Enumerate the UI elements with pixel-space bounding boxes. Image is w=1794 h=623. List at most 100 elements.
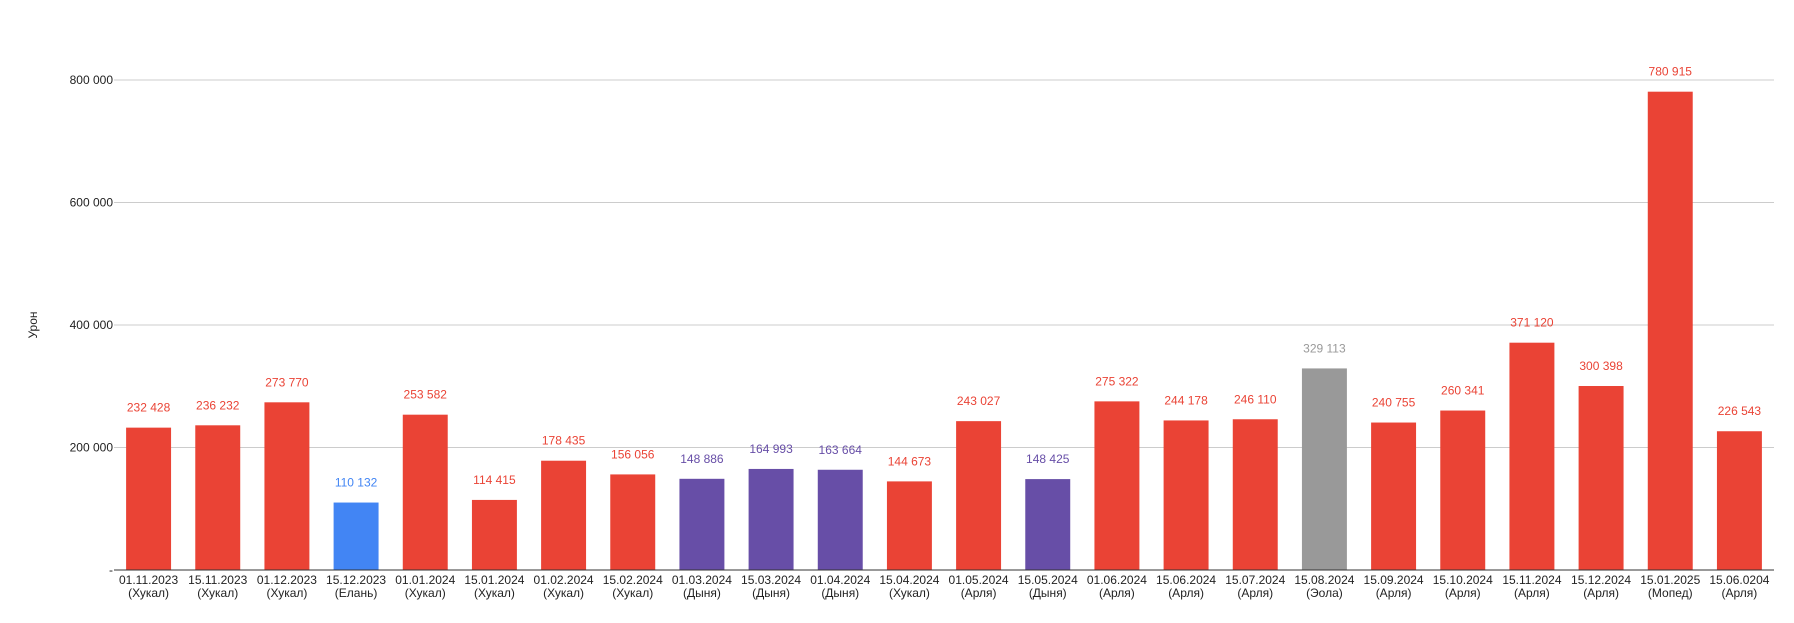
bar [817,469,863,570]
x-tick-name: (Арля) [1168,586,1204,600]
x-tick-date: 15.06.0204 [1709,573,1769,587]
bar [126,427,172,570]
bar [264,402,310,570]
x-tick-date: 01.12.2023 [257,573,317,587]
data-label: 236 232 [196,398,240,412]
x-tick-date: 15.08.2024 [1294,573,1354,587]
x-tick-name: (Хукал) [889,586,930,600]
bar [886,481,932,570]
x-axis: 01.11.2023(Хукал)15.11.2023(Хукал)01.12.… [114,569,1774,600]
x-tick-name: (Арля) [1237,586,1273,600]
y-tick-label: - [109,563,113,577]
bar [748,468,794,570]
y-axis: - 200 000 400 000 600 000 800 000 [70,73,114,577]
x-tick-date: 01.03.2024 [672,573,732,587]
y-tick-label: 600 000 [70,196,114,210]
x-tick-name: (Арля) [1583,586,1619,600]
bar [195,425,241,570]
x-tick-name: (Дыня) [821,586,859,600]
x-tick-name: (Хукал) [266,586,307,600]
y-axis-title: Урон [26,311,40,338]
data-label: 110 132 [335,476,378,490]
x-tick-date: 15.04.2024 [879,573,939,587]
x-tick-name: (Арля) [1514,586,1550,600]
x-tick-date: 15.11.2024 [1502,573,1561,587]
data-label: 164 993 [749,442,793,456]
y-tick-label: 400 000 [70,318,114,332]
x-tick-date: 01.06.2024 [1087,573,1147,587]
x-tick-date: 01.11.2023 [119,573,178,587]
bar [471,499,517,570]
x-tick-name: (Елань) [335,586,378,600]
data-labels: 232 428 236 232 273 770 110 132 253 582 114 4… [127,65,1762,490]
data-label: 148 425 [1026,452,1070,466]
bar [333,502,379,570]
data-label: 144 673 [888,454,932,468]
bar [679,478,725,570]
x-tick-name: (Дыня) [752,586,790,600]
x-tick-name: (Мопед) [1648,586,1693,600]
data-label: 232 428 [127,401,171,415]
x-tick-date: 15.03.2024 [741,573,801,587]
x-tick-date: 15.05.2024 [1018,573,1078,587]
x-tick-date: 01.04.2024 [810,573,870,587]
data-label: 243 027 [957,394,1001,408]
x-tick-name: (Дыня) [1029,586,1067,600]
x-tick-name: (Хукал) [474,586,515,600]
x-tick-name: (Хукал) [197,586,238,600]
bar [1371,422,1417,570]
data-label: 148 886 [680,452,724,466]
data-label: 163 664 [819,443,863,457]
bars [126,91,1762,570]
bar [1094,401,1140,570]
bar [402,414,448,570]
bar [1440,410,1486,570]
bar [1578,386,1624,570]
data-label: 244 178 [1164,393,1208,407]
x-tick-name: (Хукал) [128,586,169,600]
x-tick-name: (Арля) [1445,586,1481,600]
x-tick-name: (Арля) [961,586,997,600]
data-label: 226 543 [1718,404,1762,418]
data-label: 780 915 [1649,65,1693,79]
x-tick-name: (Арля) [1099,586,1135,600]
x-tick-name: (Хукал) [543,586,584,600]
x-tick-name: (Хукал) [612,586,653,600]
x-tick-date: 15.10.2024 [1433,573,1493,587]
data-label: 246 110 [1234,392,1277,406]
y-tick-label: 800 000 [70,73,114,87]
bar [541,460,587,570]
x-tick-date: 15.09.2024 [1364,573,1424,587]
data-label: 371 120 [1510,316,1554,330]
gridlines [114,79,1774,448]
x-tick-name: (Дыня) [683,586,721,600]
bar [1232,419,1278,570]
data-label: 300 398 [1579,359,1623,373]
data-label: 329 113 [1303,341,1346,355]
bar [1025,479,1071,570]
x-tick-date: 15.07.2024 [1225,573,1285,587]
x-tick-date: 01.01.2024 [395,573,455,587]
x-tick-name: (Арля) [1722,586,1758,600]
bar [1163,420,1209,570]
bar [956,421,1002,570]
x-tick-date: 15.12.2023 [326,573,386,587]
x-tick-date: 15.01.2024 [464,573,524,587]
x-tick-name: (Хукал) [405,586,446,600]
x-tick-date: 15.02.2024 [603,573,663,587]
x-tick-date: 15.12.2024 [1571,573,1631,587]
x-tick-date: 15.01.2025 [1640,573,1700,587]
data-label: 178 435 [542,434,586,448]
x-tick-name: (Эола) [1306,586,1343,600]
x-tick-date: 01.05.2024 [949,573,1009,587]
data-label: 156 056 [611,447,655,461]
bar [1716,431,1762,570]
bar [610,474,656,570]
y-tick-label: 200 000 [70,441,114,455]
x-tick-date: 01.02.2024 [534,573,594,587]
bar [1509,342,1555,570]
x-tick-date: 15.11.2023 [188,573,247,587]
data-label: 240 755 [1372,396,1416,410]
data-label: 273 770 [265,375,309,389]
data-label: 275 322 [1095,374,1139,388]
